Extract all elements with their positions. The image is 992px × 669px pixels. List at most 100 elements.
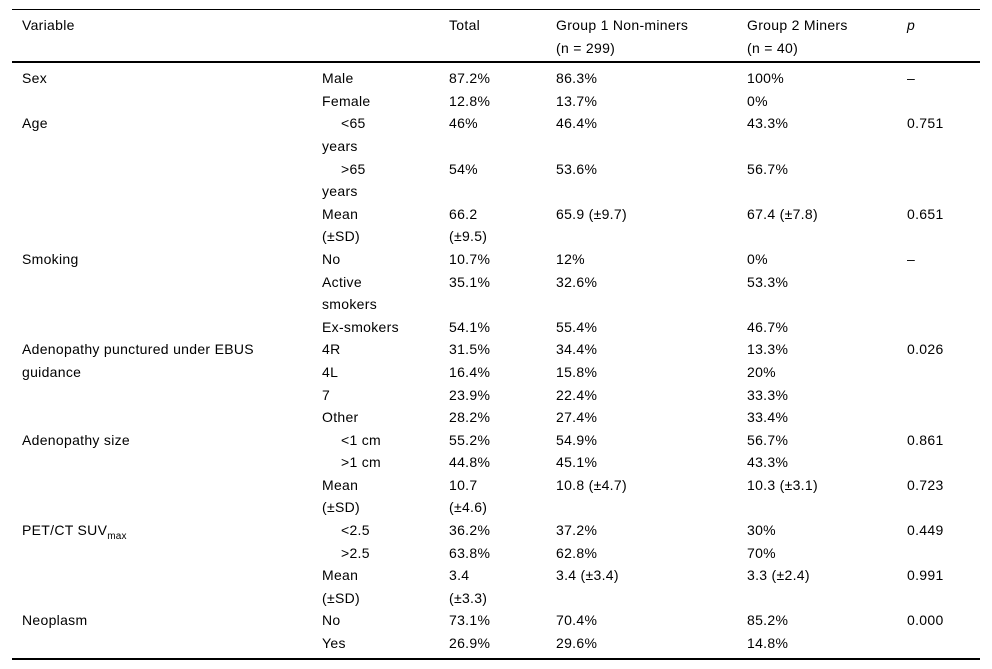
group2-cell: 56.7% (747, 431, 789, 448)
group1-cell: 62.8% (556, 544, 598, 561)
group1-cell: 37.2% (556, 522, 598, 539)
group2-cell: 0% (747, 250, 768, 267)
variable-cell: Adenopathy size (22, 431, 131, 448)
group2-cell: 14.8% (747, 635, 789, 652)
total-cell: 46% (449, 115, 478, 132)
group1-cell: 45.1% (556, 454, 598, 471)
col-header-variable: Variable (12, 9, 312, 64)
total-cell: 10.7 (±4.6) (449, 476, 488, 516)
total-cell: 73.1% (449, 612, 491, 629)
p-value-cell (897, 542, 980, 565)
variable-cell: Age (22, 115, 48, 132)
total-cell: 16.4% (449, 363, 491, 380)
group2-cell: 43.3% (747, 115, 789, 132)
group1-cell: 32.6% (556, 273, 598, 290)
p-value-cell: 0.751 (907, 115, 944, 132)
total-cell: 26.9% (449, 635, 491, 652)
sublabel-cell: Mean (±SD) (322, 205, 360, 245)
table-row: Other 28.2% 27.4% 33.4% (12, 406, 980, 429)
total-cell: 36.2% (449, 522, 491, 539)
group2-cell: 53.3% (747, 273, 789, 290)
table-row: Sex Male 87.2% 86.3% 100% – (12, 62, 980, 90)
group2-cell: 13.3% (747, 341, 789, 358)
group2-cell: 56.7% (747, 160, 789, 177)
group2-cell: 10.3 (±3.1) (747, 476, 818, 493)
group1-cell: 13.7% (556, 92, 598, 109)
total-cell: 3.4 (±3.3) (449, 567, 488, 606)
p-value-cell: 0.449 (907, 522, 944, 539)
group1-cell: 3.4 (±3.4) (556, 567, 619, 584)
sublabel-cell: >65 years (322, 160, 366, 200)
group2-cell: 43.3% (747, 454, 789, 471)
variable-subscript: max (107, 530, 127, 542)
p-value-cell: 0.651 (907, 205, 944, 222)
p-value-cell: – (907, 250, 916, 267)
total-cell: 44.8% (449, 454, 491, 471)
p-value-cell (897, 158, 980, 203)
group2-cell: 30% (747, 522, 776, 539)
sublabel-cell: Other (322, 409, 359, 426)
group1-cell: 65.9 (±9.7) (556, 205, 627, 222)
p-value-cell (897, 632, 980, 659)
table-row: Mean (±SD) 10.7 (±4.6) 10.8 (±4.7) 10.3 (±3… (12, 474, 980, 519)
sublabel-cell: 7 (322, 386, 331, 403)
header-row: Variable Total Group 1 Non-miners (n = 2… (12, 9, 980, 64)
total-cell: 10.7% (449, 250, 491, 267)
group1-cell: 12% (556, 250, 585, 267)
baseline-characteristics-table: Variable Total Group 1 Non-miners (n = 2… (12, 9, 980, 660)
group2-cell: 20% (747, 363, 776, 380)
group2-cell: 33.4% (747, 409, 789, 426)
table-row: >2.5 63.8% 62.8% 70% (12, 542, 980, 565)
p-value-cell (897, 361, 980, 384)
group1-cell: 34.4% (556, 341, 598, 358)
group2-cell: 85.2% (747, 612, 789, 629)
sublabel-cell: <1 cm (341, 431, 382, 448)
group1-cell: 55.4% (556, 318, 598, 335)
table-row: Age <65 years 46% 46.4% 43.3% 0.751 (12, 112, 980, 157)
group1-cell: 15.8% (556, 363, 598, 380)
sublabel-cell: 4R (322, 341, 341, 358)
total-cell: 87.2% (449, 70, 491, 87)
table-row: Active smokers 35.1% 32.6% 53.3% (12, 271, 980, 316)
table-row: Adenopathy punctured under EBUS guidance… (12, 338, 980, 380)
group1-cell: 27.4% (556, 409, 598, 426)
sublabel-cell: <65 years (322, 115, 366, 154)
variable-cell: Sex (22, 70, 48, 87)
table-row: Female 12.8% 13.7% 0% (12, 90, 980, 113)
total-cell: 12.8% (449, 92, 491, 109)
sublabel-cell: <2.5 (341, 522, 370, 539)
total-cell: 54% (449, 160, 478, 177)
table-row: Adenopathy size <1 cm 55.2% 54.9% 56.7% 0.861 (12, 429, 980, 452)
group1-cell: 54.9% (556, 431, 598, 448)
group1-cell: 10.8 (±4.7) (556, 476, 627, 493)
total-cell: 55.2% (449, 431, 491, 448)
sublabel-cell: Mean (±SD) (322, 567, 360, 606)
table-row: Mean (±SD) 66.2 (±9.5) 65.9 (±9.7) 67.4 (±7… (12, 203, 980, 248)
table-row: >1 cm 44.8% 45.1% 43.3% (12, 451, 980, 474)
sublabel-cell: >2.5 (341, 544, 370, 561)
table-row: Ex-smokers 54.1% 55.4% 46.7% (12, 316, 980, 339)
group1-cell: 53.6% (556, 160, 598, 177)
total-cell: 63.8% (449, 544, 491, 561)
p-value-cell: 0.991 (907, 567, 944, 584)
sublabel-cell: >1 cm (341, 454, 382, 471)
sublabel-cell: No (322, 250, 341, 267)
group2-cell: 70% (747, 544, 776, 561)
p-value-cell (897, 451, 980, 474)
col-header-group1: Group 1 Non-miners (n = 299) (546, 9, 737, 64)
total-cell: 28.2% (449, 409, 491, 426)
group1-cell: 29.6% (556, 635, 598, 652)
p-value-cell (897, 406, 980, 429)
p-value-cell: 0.000 (907, 612, 944, 629)
sublabel-cell: Female (322, 92, 371, 109)
sublabel-cell: Ex-smokers (322, 318, 399, 335)
col-header-total: Total (439, 9, 546, 64)
sublabel-cell: Yes (322, 635, 346, 652)
table-row: 7 23.9% 22.4% 33.3% (12, 384, 980, 407)
p-value-cell: 0.723 (907, 476, 944, 493)
table-row: Smoking No 10.7% 12% 0% – (12, 248, 980, 271)
sublabel-cell: 4L (322, 363, 339, 380)
p-value-cell (897, 384, 980, 407)
group2-cell: 46.7% (747, 318, 789, 335)
